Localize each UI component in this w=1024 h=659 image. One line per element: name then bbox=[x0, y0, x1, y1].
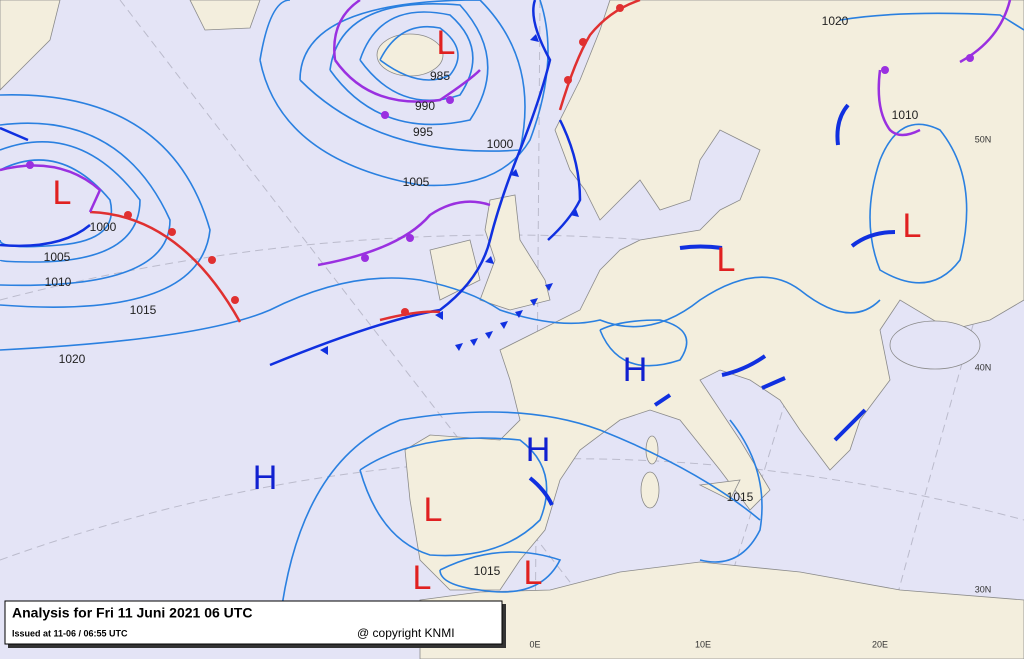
low: L bbox=[717, 241, 736, 279]
isobar-label: 1000 bbox=[487, 137, 514, 151]
isobar-labels: 985 990 995 1000 1005 1000 1005 1010 101… bbox=[44, 14, 919, 578]
pressure-centers: L L L L L L L H H H bbox=[53, 24, 922, 597]
isobar-label: 1005 bbox=[403, 175, 430, 189]
low: L bbox=[437, 24, 456, 62]
isobar-label: 1015 bbox=[130, 303, 157, 317]
grid-label: 10E bbox=[695, 639, 711, 649]
isobar-label: 1005 bbox=[44, 250, 71, 264]
high: H bbox=[253, 459, 278, 497]
grid-label: 40N bbox=[975, 362, 992, 372]
high: H bbox=[623, 351, 648, 389]
grid-label: 0E bbox=[529, 639, 540, 649]
troughs bbox=[528, 103, 896, 506]
high: H bbox=[526, 431, 551, 469]
low: L bbox=[524, 554, 543, 592]
box bbox=[4, 600, 503, 645]
grid-label: 50N bbox=[975, 134, 992, 144]
low: L bbox=[424, 491, 443, 529]
isobar-label: 990 bbox=[415, 99, 435, 113]
isobar-label: 1010 bbox=[892, 108, 919, 122]
isobar-label: 1020 bbox=[822, 14, 849, 28]
isobar-label: 1015 bbox=[474, 564, 501, 578]
grid-labels: 50N 40N 30N 0E 10E 20E bbox=[529, 134, 991, 649]
isobar-label: 1015 bbox=[727, 490, 754, 504]
isobar-label: 1000 bbox=[90, 220, 117, 234]
fronts bbox=[0, 0, 1012, 367]
isobar-label: 1020 bbox=[59, 352, 86, 366]
isobar-label: 1010 bbox=[45, 275, 72, 289]
issued: Issued at 11-06 / 06:55 UTC bbox=[12, 628, 128, 638]
grid-label: 30N bbox=[975, 584, 992, 594]
title: Analysis for Fri 11 Juni 2021 06 UTC bbox=[12, 605, 252, 621]
isobar-label: 985 bbox=[430, 69, 450, 83]
low: L bbox=[53, 174, 72, 212]
grid-label: 20E bbox=[872, 639, 888, 649]
low: L bbox=[903, 207, 922, 245]
isobar-label: 995 bbox=[413, 125, 433, 139]
copyright: @ copyright KNMI bbox=[357, 626, 455, 640]
low: L bbox=[413, 559, 432, 597]
title-box: Analysis for Fri 11 Juni 2021 06 UTC Iss… bbox=[4, 600, 506, 648]
